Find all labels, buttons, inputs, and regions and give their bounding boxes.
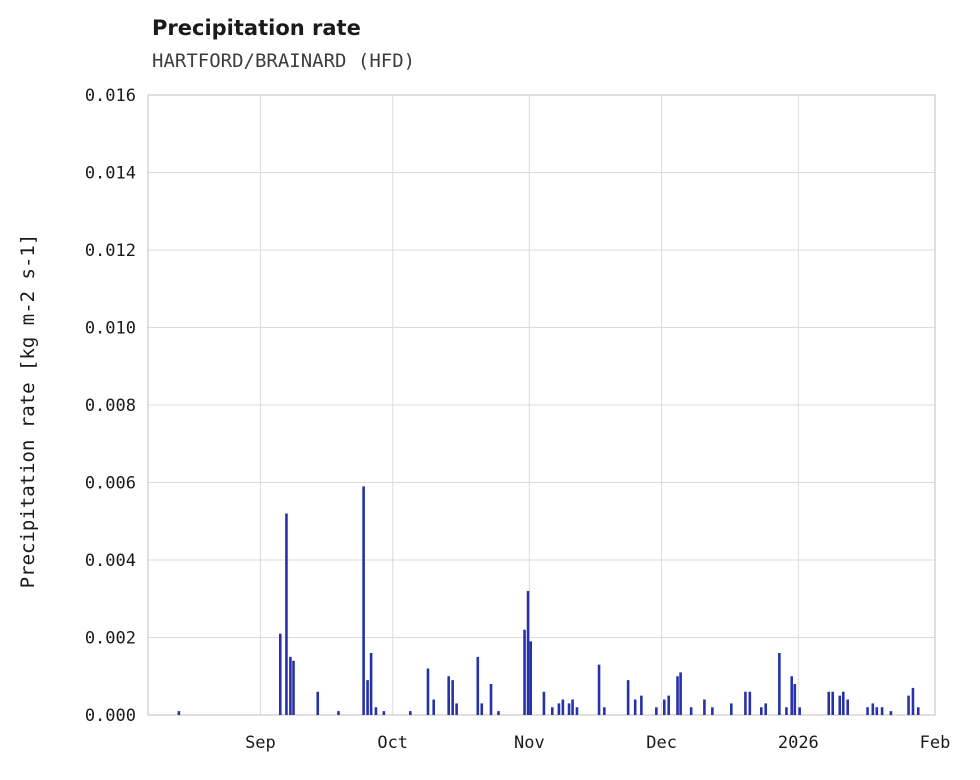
- x-tick-labels: Sep Oct Nov Dec 2026 Feb: [245, 733, 950, 753]
- svg-text:Oct: Oct: [377, 733, 408, 753]
- svg-text:2026: 2026: [778, 733, 819, 753]
- svg-text:0.002: 0.002: [85, 629, 136, 649]
- svg-text:0.010: 0.010: [85, 319, 136, 339]
- svg-text:Sep: Sep: [245, 733, 276, 753]
- svg-text:0.008: 0.008: [85, 396, 136, 416]
- y-tick-labels: 0.000 0.002 0.004 0.006 0.008 0.010 0.012 0.014…: [85, 86, 136, 726]
- svg-text:Feb: Feb: [920, 733, 951, 753]
- svg-text:0.016: 0.016: [85, 86, 136, 106]
- plot-border: [147, 94, 936, 716]
- svg-text:0.004: 0.004: [85, 551, 136, 571]
- svg-text:0.000: 0.000: [85, 706, 136, 726]
- svg-text:0.014: 0.014: [85, 164, 136, 184]
- svg-text:Nov: Nov: [514, 733, 545, 753]
- svg-text:0.012: 0.012: [85, 241, 136, 261]
- grid-lines: [148, 94, 936, 716]
- svg-text:Dec: Dec: [646, 733, 677, 753]
- chart-subtitle: HARTFORD/BRAINARD (HFD): [152, 50, 416, 72]
- chart-title: Precipitation rate: [152, 16, 361, 40]
- precipitation-bars: [177, 486, 920, 716]
- svg-text:0.006: 0.006: [85, 474, 136, 494]
